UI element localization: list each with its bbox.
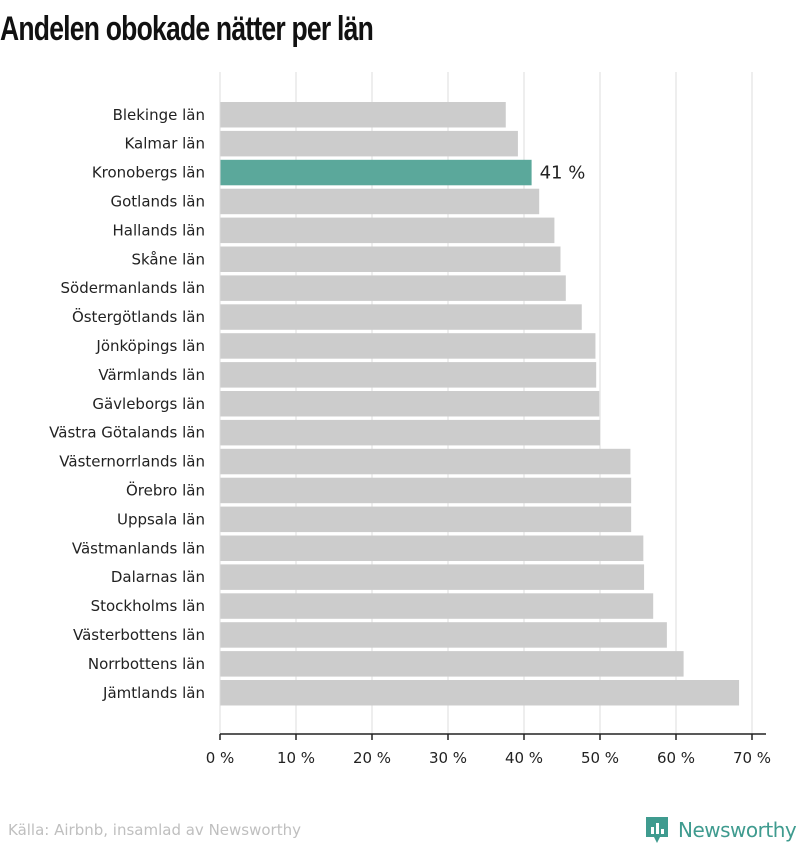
bar — [220, 593, 654, 619]
category-label: Blekinge län — [113, 106, 205, 124]
bar — [220, 651, 684, 677]
chart-title: Andelen obokade nätter per län — [0, 10, 374, 48]
category-label: Hallands län — [113, 221, 205, 239]
bar — [220, 130, 518, 157]
category-label: Västerbottens län — [73, 626, 205, 644]
newsworthy-logo-icon — [646, 817, 668, 843]
category-label: Västra Götalands län — [49, 424, 205, 442]
category-label: Gävleborgs län — [92, 395, 205, 413]
bar — [220, 275, 566, 301]
category-label: Stockholms län — [91, 597, 205, 615]
category-label: Värmlands län — [98, 366, 205, 384]
bar — [220, 102, 506, 128]
bar — [220, 304, 582, 330]
category-label: Östergötlands län — [72, 307, 205, 326]
bar — [220, 448, 631, 475]
category-label: Dalarnas län — [111, 568, 205, 586]
bar — [220, 188, 540, 215]
category-label: Västernorrlands län — [59, 453, 205, 471]
category-label: Norrbottens län — [88, 655, 205, 673]
source-note: Källa: Airbnb, insamlad av Newsworthy — [8, 821, 301, 839]
x-tick-label: 20 % — [353, 749, 391, 767]
bar — [220, 391, 600, 417]
x-tick-label: 30 % — [429, 749, 467, 767]
bar — [220, 477, 632, 504]
category-label: Kalmar län — [124, 135, 205, 153]
category-label: Kronobergs län — [92, 164, 205, 182]
category-label: Jönköpings län — [95, 337, 205, 355]
x-tick-label: 60 % — [657, 749, 695, 767]
bar — [220, 217, 555, 244]
category-label: Västmanlands län — [72, 539, 205, 557]
data-label: 41 % — [540, 163, 586, 184]
category-label: Uppsala län — [117, 510, 205, 528]
category-label: Jämtlands län — [102, 684, 205, 702]
x-tick-label: 50 % — [581, 749, 619, 767]
x-tick-label: 10 % — [277, 749, 315, 767]
bar — [220, 564, 645, 590]
bar-highlight — [220, 159, 532, 186]
bar — [220, 246, 561, 272]
category-label: Södermanlands län — [61, 279, 206, 297]
bar — [220, 362, 597, 388]
bar — [220, 419, 600, 446]
x-tick-label: 0 % — [206, 749, 235, 767]
bar — [220, 333, 596, 359]
category-label: Gotlands län — [110, 192, 205, 210]
bar — [220, 535, 644, 561]
x-tick-label: 70 % — [733, 749, 771, 767]
bar — [220, 506, 632, 533]
bar — [220, 622, 667, 648]
category-label: Skåne län — [131, 250, 205, 268]
brand-logo: Newsworthy — [644, 815, 797, 845]
bar — [220, 680, 740, 706]
x-tick-label: 40 % — [505, 749, 543, 767]
category-label: Örebro län — [126, 480, 205, 499]
brand-name: Newsworthy — [678, 818, 797, 842]
